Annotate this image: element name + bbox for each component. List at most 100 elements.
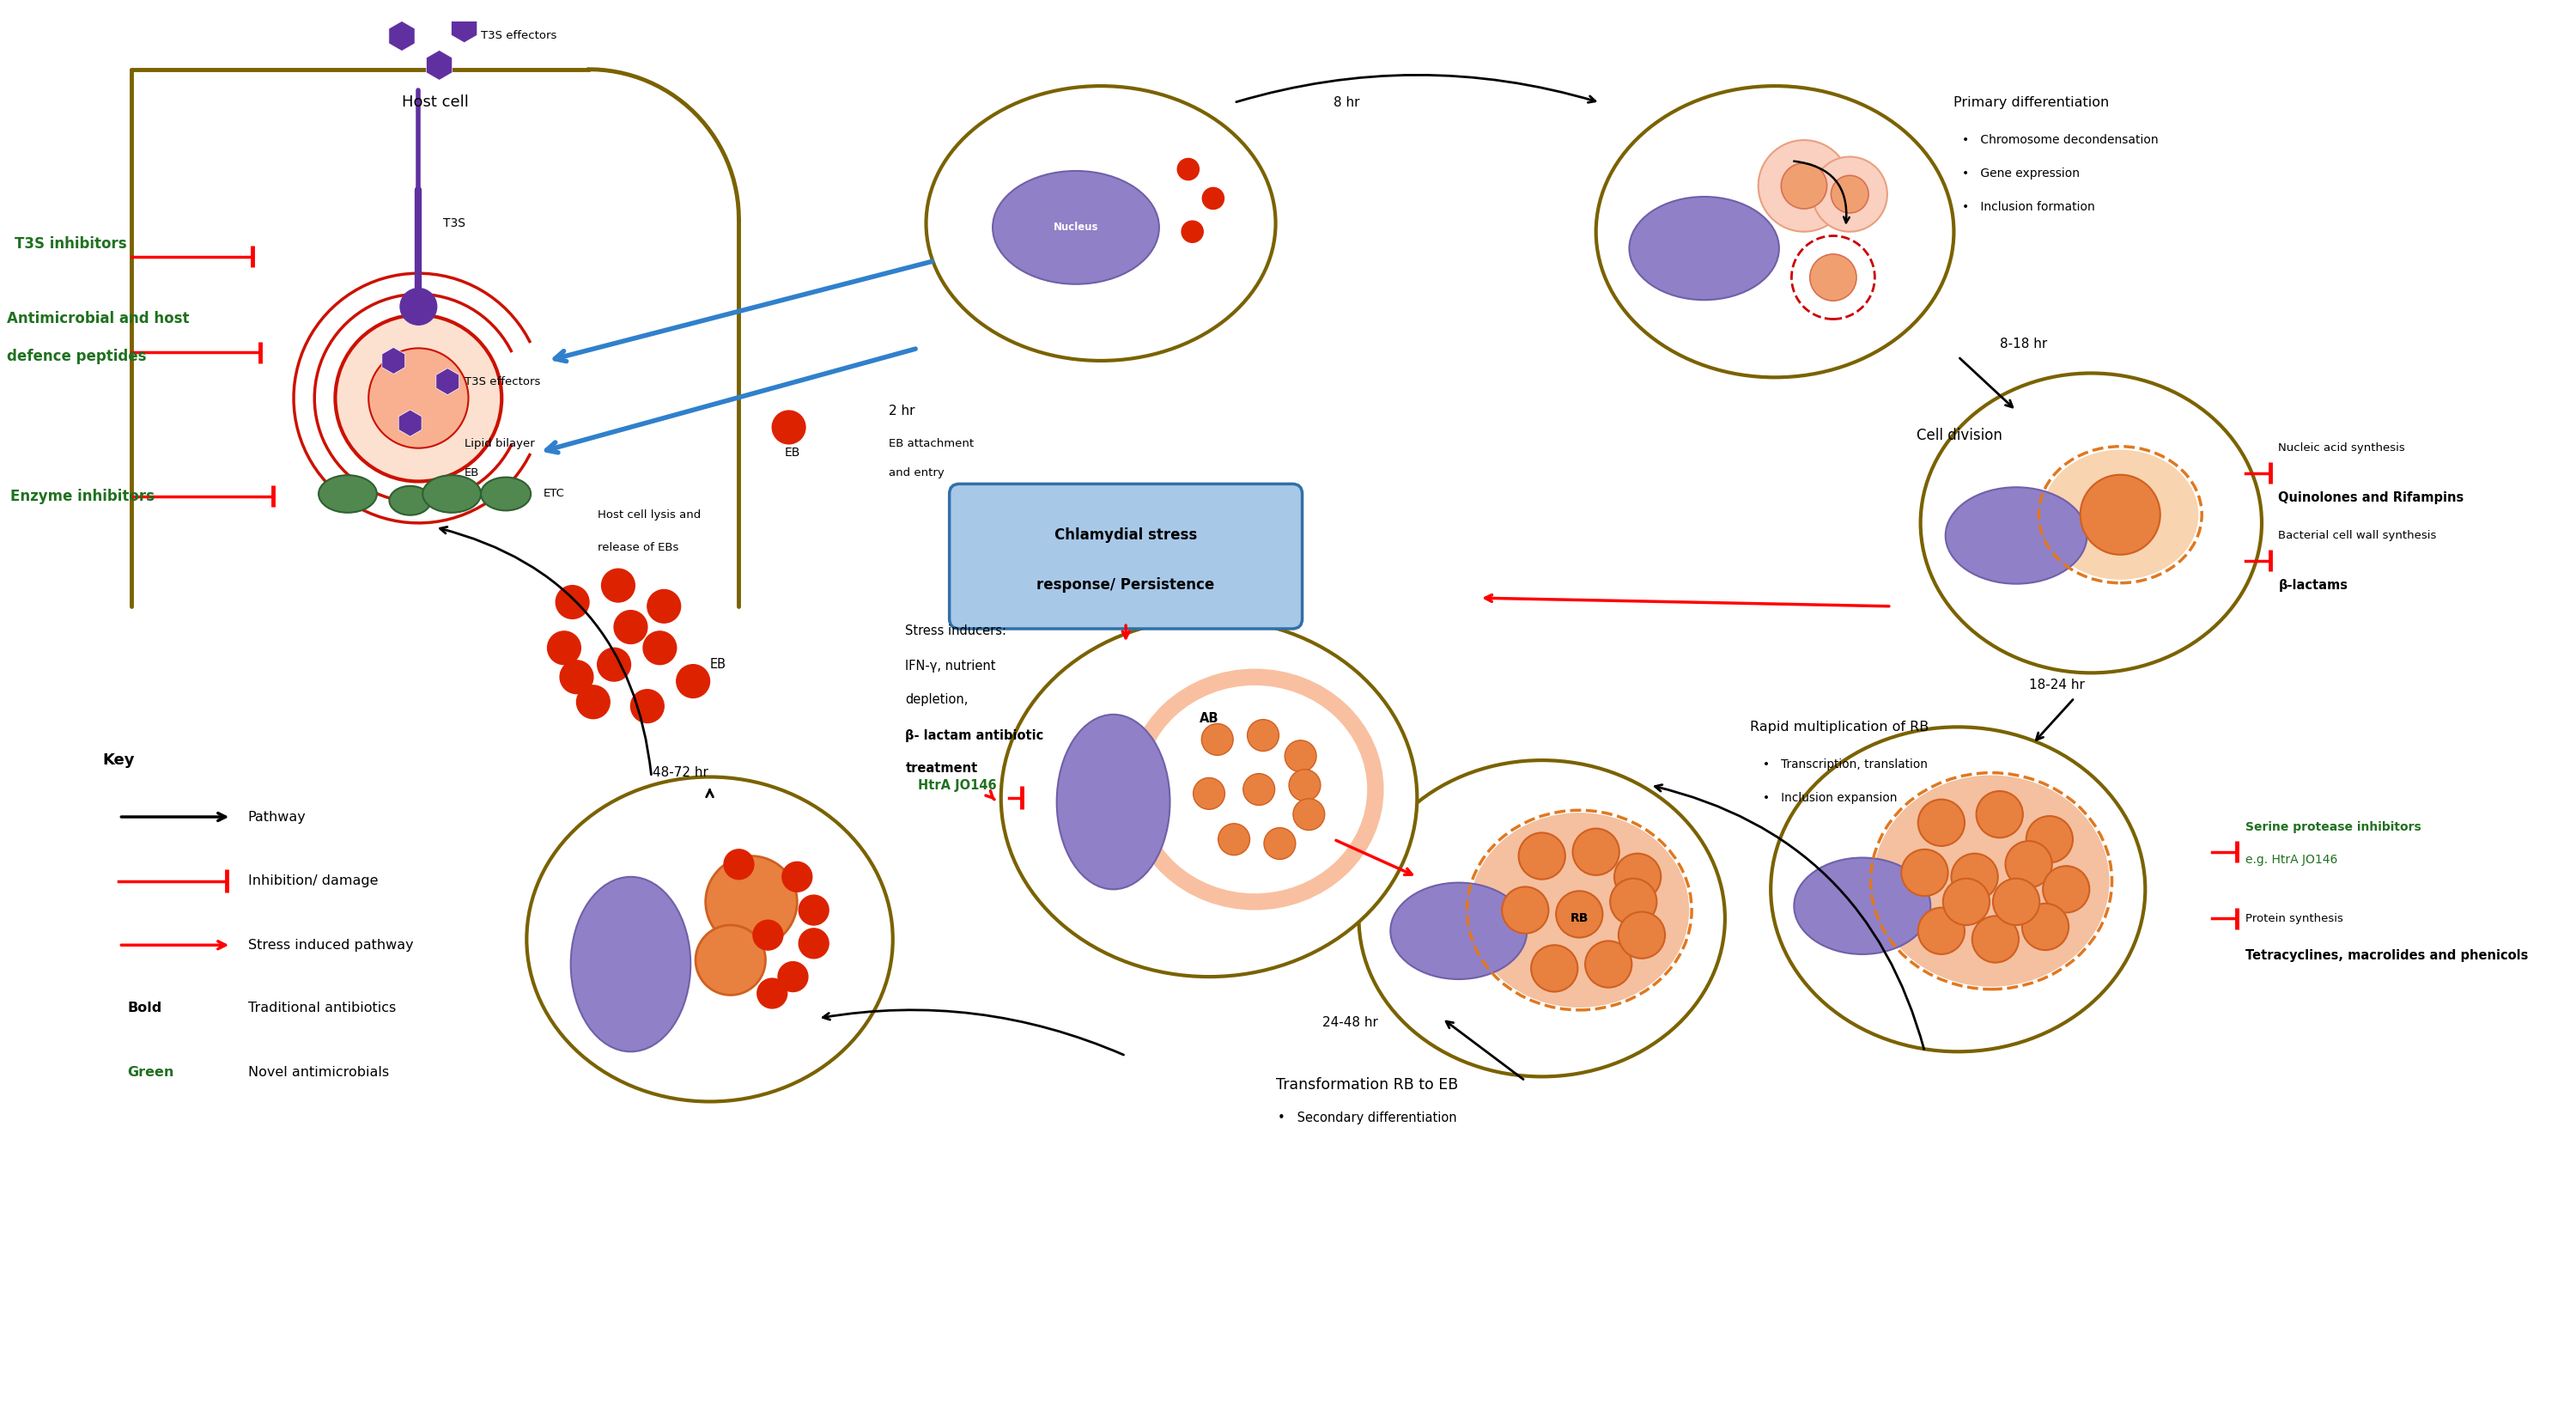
Ellipse shape bbox=[1628, 197, 1780, 299]
Circle shape bbox=[1901, 850, 1947, 895]
Text: treatment: treatment bbox=[904, 762, 979, 775]
Ellipse shape bbox=[1922, 373, 2262, 673]
Circle shape bbox=[549, 631, 580, 664]
Text: •   Chromosome decondensation: • Chromosome decondensation bbox=[1963, 133, 2159, 146]
Text: •   Transcription, translation: • Transcription, translation bbox=[1762, 758, 1927, 771]
Circle shape bbox=[1618, 912, 1664, 958]
Text: •   Secondary differentiation: • Secondary differentiation bbox=[1278, 1112, 1455, 1125]
Polygon shape bbox=[381, 348, 404, 375]
Ellipse shape bbox=[1358, 761, 1726, 1077]
Circle shape bbox=[783, 861, 811, 891]
Text: EB attachment: EB attachment bbox=[889, 438, 974, 450]
Circle shape bbox=[1811, 254, 1857, 301]
Circle shape bbox=[706, 856, 796, 948]
Text: Stress inducers:: Stress inducers: bbox=[904, 624, 1007, 637]
Text: HtrA JO146: HtrA JO146 bbox=[917, 779, 997, 792]
Circle shape bbox=[752, 920, 783, 951]
Circle shape bbox=[799, 928, 829, 958]
Circle shape bbox=[1610, 878, 1656, 925]
Text: Novel antimicrobials: Novel antimicrobials bbox=[247, 1066, 389, 1078]
Circle shape bbox=[1247, 719, 1278, 751]
Polygon shape bbox=[451, 13, 477, 43]
Circle shape bbox=[1556, 891, 1602, 938]
Ellipse shape bbox=[319, 475, 376, 512]
Ellipse shape bbox=[1391, 883, 1528, 979]
Circle shape bbox=[335, 315, 502, 481]
Circle shape bbox=[1520, 833, 1566, 880]
FancyBboxPatch shape bbox=[951, 484, 1303, 629]
Circle shape bbox=[1265, 827, 1296, 860]
Circle shape bbox=[1919, 799, 1965, 846]
Circle shape bbox=[644, 631, 677, 664]
Text: Stress induced pathway: Stress induced pathway bbox=[247, 938, 412, 952]
Circle shape bbox=[631, 690, 665, 722]
Text: Bold: Bold bbox=[126, 1002, 162, 1015]
Circle shape bbox=[1244, 773, 1275, 805]
Text: Serine protease inhibitors: Serine protease inhibitors bbox=[2246, 820, 2421, 833]
Text: 48-72 hr: 48-72 hr bbox=[652, 766, 708, 779]
Text: RB: RB bbox=[1571, 912, 1589, 924]
Ellipse shape bbox=[1468, 813, 1690, 1007]
Circle shape bbox=[1976, 790, 2022, 837]
Text: Host cell: Host cell bbox=[402, 95, 469, 111]
Circle shape bbox=[2043, 866, 2089, 912]
Ellipse shape bbox=[389, 485, 430, 515]
Circle shape bbox=[598, 648, 631, 681]
Circle shape bbox=[577, 685, 611, 718]
Text: defence peptides: defence peptides bbox=[8, 349, 147, 365]
Text: IFN-γ, nutrient: IFN-γ, nutrient bbox=[904, 660, 997, 673]
Circle shape bbox=[2022, 904, 2069, 951]
Circle shape bbox=[1615, 853, 1662, 900]
Polygon shape bbox=[435, 368, 459, 394]
Circle shape bbox=[1919, 908, 1965, 954]
Text: response/ Persistence: response/ Persistence bbox=[1036, 578, 1216, 593]
Ellipse shape bbox=[1770, 727, 2146, 1051]
Text: release of EBs: release of EBs bbox=[598, 542, 677, 553]
Circle shape bbox=[603, 569, 634, 602]
Circle shape bbox=[2004, 841, 2053, 888]
Ellipse shape bbox=[1141, 685, 1368, 894]
Ellipse shape bbox=[1793, 857, 1929, 954]
Circle shape bbox=[1218, 823, 1249, 856]
Ellipse shape bbox=[482, 477, 531, 511]
Ellipse shape bbox=[1056, 715, 1170, 890]
Text: Quinolones and Rifampins: Quinolones and Rifampins bbox=[2277, 491, 2465, 505]
Text: 8 hr: 8 hr bbox=[1334, 96, 1360, 109]
Text: Host cell lysis and: Host cell lysis and bbox=[598, 509, 701, 521]
Text: AB: AB bbox=[1200, 712, 1218, 725]
Ellipse shape bbox=[1597, 87, 1953, 377]
Circle shape bbox=[677, 664, 711, 698]
Ellipse shape bbox=[1945, 487, 2087, 583]
Circle shape bbox=[368, 348, 469, 448]
Text: 24-48 hr: 24-48 hr bbox=[1321, 1016, 1378, 1029]
Text: and entry: and entry bbox=[889, 467, 945, 478]
Text: Nucleic acid synthesis: Nucleic acid synthesis bbox=[2277, 443, 2406, 454]
Text: e.g. HtrA JO146: e.g. HtrA JO146 bbox=[2246, 854, 2336, 866]
Text: T3S: T3S bbox=[443, 217, 466, 230]
Text: T3S effectors: T3S effectors bbox=[482, 30, 556, 41]
Text: •   Inclusion formation: • Inclusion formation bbox=[1963, 200, 2094, 213]
Ellipse shape bbox=[422, 475, 482, 512]
Circle shape bbox=[1832, 176, 1868, 213]
Circle shape bbox=[757, 978, 788, 1009]
Polygon shape bbox=[389, 21, 415, 51]
Text: Primary differentiation: Primary differentiation bbox=[1953, 96, 2110, 109]
Circle shape bbox=[559, 660, 592, 694]
Circle shape bbox=[724, 850, 755, 880]
Circle shape bbox=[1759, 140, 1850, 231]
Text: Green: Green bbox=[126, 1066, 175, 1078]
Text: Pathway: Pathway bbox=[247, 810, 307, 823]
Text: Cell division: Cell division bbox=[1917, 429, 2002, 443]
Circle shape bbox=[773, 410, 806, 444]
Text: •   Inclusion expansion: • Inclusion expansion bbox=[1762, 792, 1896, 803]
Ellipse shape bbox=[992, 170, 1159, 284]
Circle shape bbox=[1203, 187, 1224, 209]
Circle shape bbox=[696, 925, 765, 995]
Circle shape bbox=[1502, 887, 1548, 934]
Text: EB: EB bbox=[786, 446, 801, 458]
Circle shape bbox=[1182, 221, 1203, 243]
Circle shape bbox=[1530, 945, 1577, 992]
Text: Lipid bilayer: Lipid bilayer bbox=[464, 438, 533, 450]
Text: 18-24 hr: 18-24 hr bbox=[2030, 678, 2084, 692]
Text: β-lactams: β-lactams bbox=[2277, 579, 2347, 592]
